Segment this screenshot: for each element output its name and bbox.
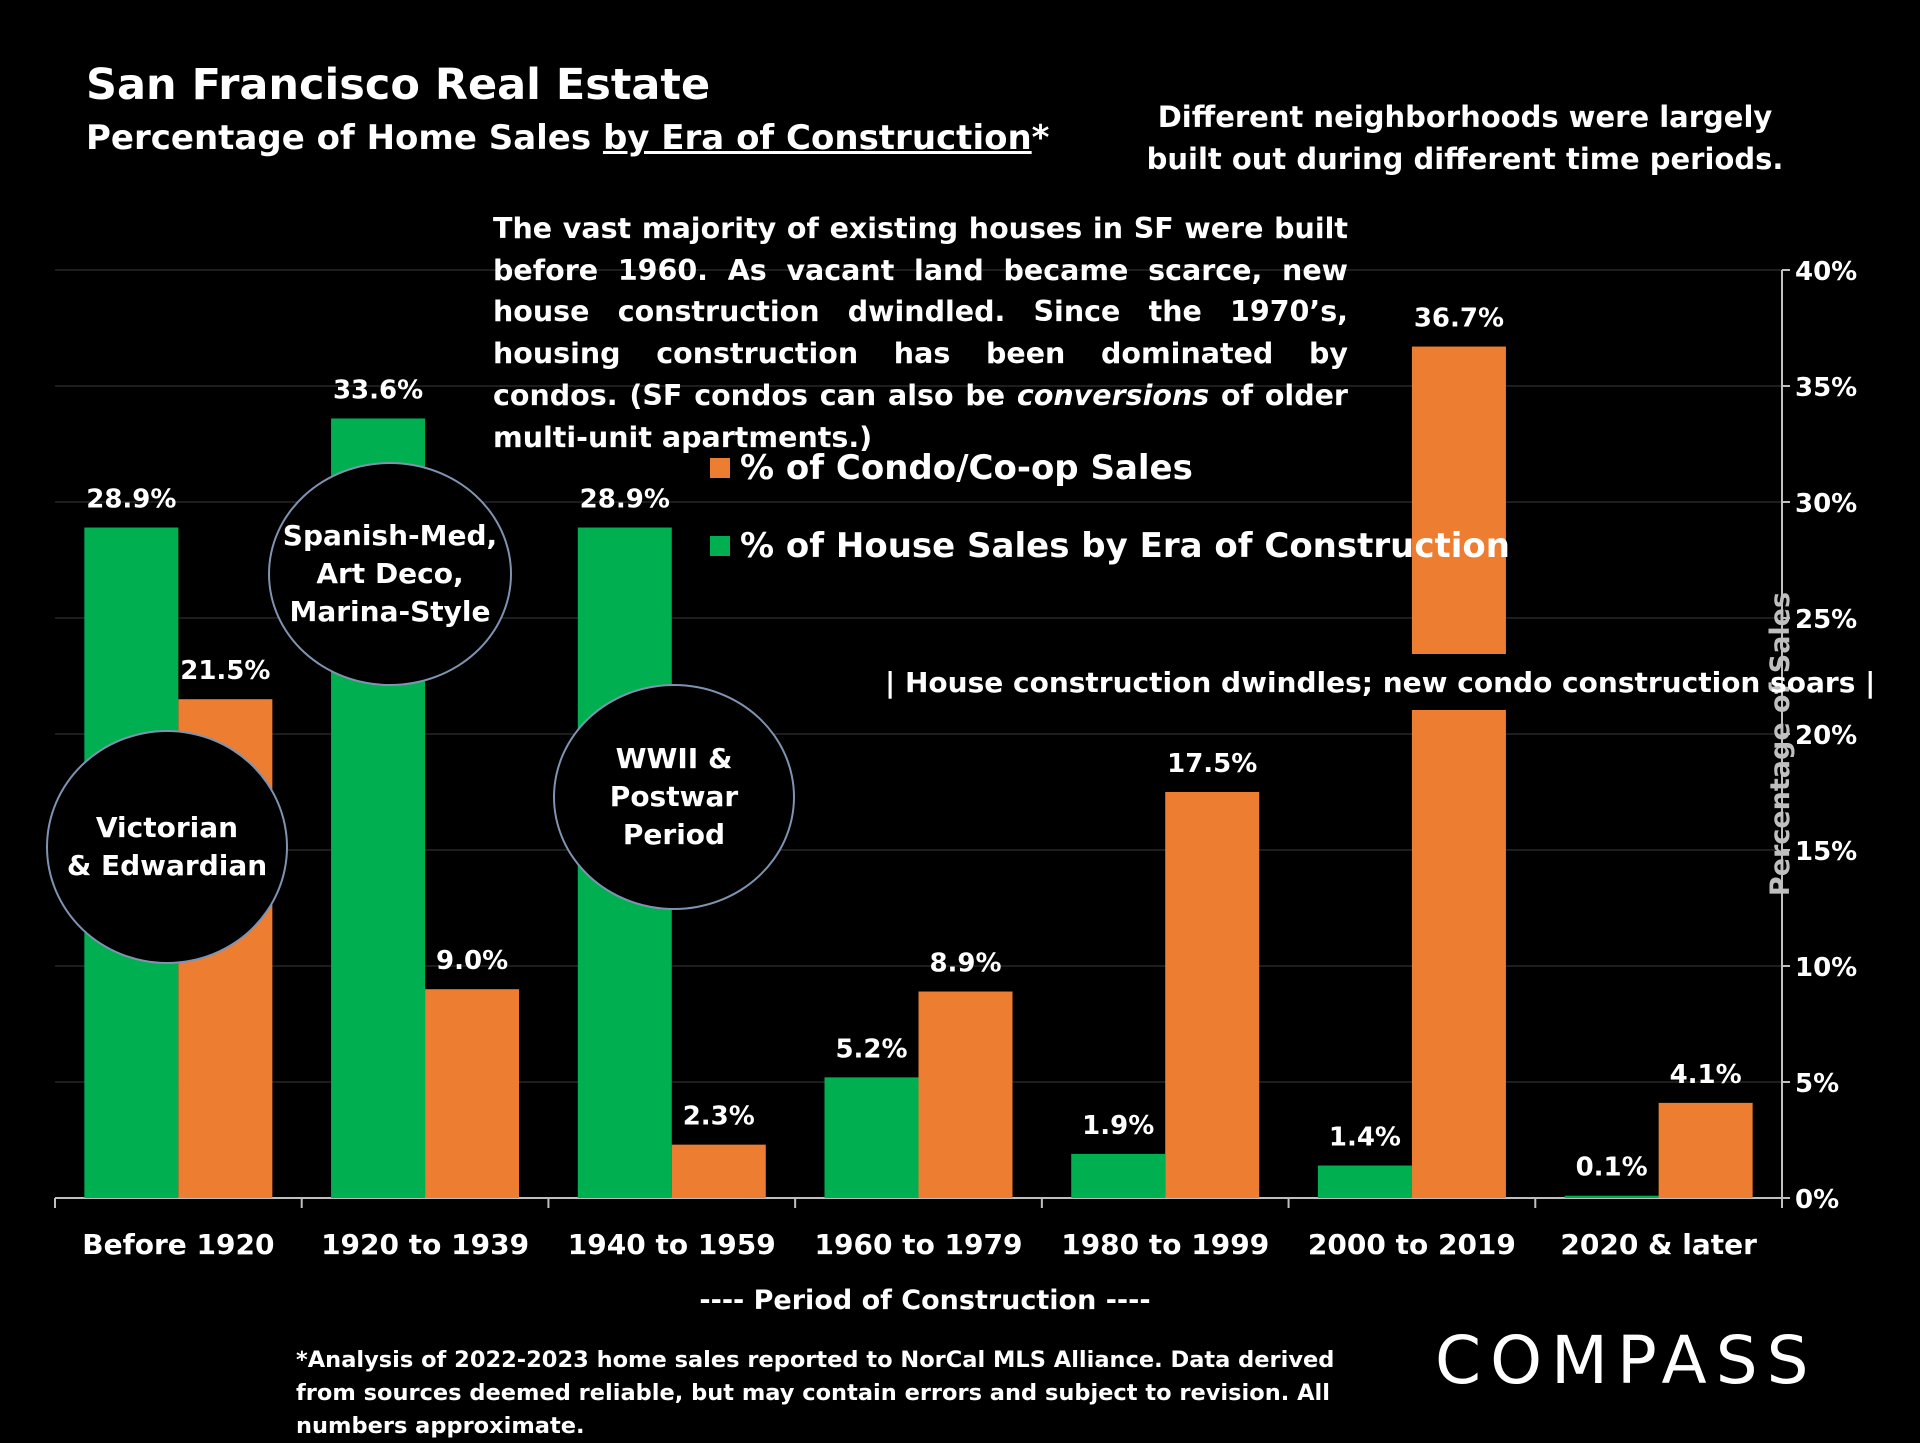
bar-condo	[918, 991, 1013, 1198]
x-category-label: 1920 to 1939	[321, 1228, 529, 1261]
y-tick-label: 15%	[1795, 837, 1857, 867]
data-label-condo: 36.7%	[1414, 304, 1504, 334]
bar-condo	[1411, 346, 1506, 1198]
subtitle-suffix: *	[1031, 118, 1050, 158]
bubble-spanish-line1: Spanish-Med,	[282, 519, 498, 552]
legend-swatch-house	[710, 536, 730, 556]
legend-label-house: % of House Sales by Era of Construction	[740, 526, 1510, 566]
y-tick-label: 10%	[1795, 953, 1857, 983]
bubble-victorian-line1: Victorian	[95, 811, 239, 844]
x-category-label: 2000 to 2019	[1308, 1228, 1516, 1261]
description-italic: conversions	[1016, 378, 1210, 412]
bubble-spanish-line3: Marina-Style	[289, 595, 491, 628]
data-label-condo: 9.0%	[436, 946, 508, 976]
data-label-house: 28.9%	[86, 485, 176, 515]
bar-condo	[1165, 792, 1260, 1198]
description-part1: The vast majority of existing houses in …	[493, 212, 1348, 412]
footnote: *Analysis of 2022-2023 home sales report…	[296, 1347, 1335, 1439]
bubble-wwii: WWII & Postwar Period	[553, 684, 795, 910]
bar-condo	[671, 1144, 766, 1198]
data-label-condo: 17.5%	[1167, 749, 1257, 779]
bar-condo	[1658, 1102, 1753, 1198]
y-tick-label: 25%	[1795, 605, 1857, 635]
bubble-wwii-line2: Postwar Period	[609, 780, 739, 851]
y-tick-label: 35%	[1795, 373, 1857, 403]
bar-house	[824, 1077, 919, 1198]
y-tick-label: 0%	[1795, 1185, 1839, 1215]
data-label-condo: 8.9%	[929, 949, 1001, 979]
y-tick-label: 30%	[1795, 489, 1857, 519]
legend-item-house: % of House Sales by Era of Construction	[710, 526, 1510, 566]
subtitle-prefix: Percentage of Home Sales	[86, 118, 603, 158]
annotation-band	[1335, 654, 1775, 710]
legend-item-condo: % of Condo/Co-op Sales	[710, 448, 1193, 488]
legend-swatch-condo	[710, 458, 730, 478]
data-label-house: 33.6%	[333, 375, 423, 405]
y-tick-label: 5%	[1795, 1069, 1839, 1099]
data-label-condo: 2.3%	[683, 1102, 755, 1132]
bar-house	[1071, 1153, 1166, 1198]
compass-logo: COMPASS	[1435, 1322, 1818, 1399]
bar-house	[1317, 1165, 1412, 1198]
data-label-house: 1.4%	[1329, 1123, 1401, 1153]
y-tick-label: 20%	[1795, 721, 1857, 751]
legend-label-condo: % of Condo/Co-op Sales	[740, 448, 1193, 488]
data-label-house: 5.2%	[835, 1034, 907, 1064]
description-text: The vast majority of existing houses in …	[493, 208, 1348, 458]
x-category-label: 2020 & later	[1560, 1228, 1757, 1261]
y-axis-title: Percentage of Sales	[1765, 592, 1796, 896]
x-category-label: 1960 to 1979	[815, 1228, 1023, 1261]
bar-condo	[425, 989, 520, 1198]
x-category-label: 1980 to 1999	[1061, 1228, 1269, 1261]
subtitle-underlined: by Era of Construction	[602, 118, 1032, 158]
bubble-wwii-line1: WWII &	[615, 742, 733, 775]
chart-subtitle: Percentage of Home Sales by Era of Const…	[86, 118, 1049, 158]
data-label-condo: 21.5%	[180, 656, 270, 686]
bubble-spanish-line2: Art Deco,	[316, 557, 464, 590]
bar-house	[1564, 1195, 1659, 1198]
data-label-condo: 4.1%	[1670, 1060, 1742, 1090]
y-tick-label: 40%	[1795, 257, 1857, 287]
x-category-label: 1940 to 1959	[568, 1228, 776, 1261]
bubble-victorian: Victorian & Edwardian	[46, 730, 288, 964]
data-label-house: 0.1%	[1576, 1153, 1648, 1183]
data-label-house: 1.9%	[1082, 1111, 1154, 1141]
x-axis-title: ---- Period of Construction ----	[699, 1285, 1150, 1316]
x-category-label: Before 1920	[82, 1228, 274, 1261]
chart-title: San Francisco Real Estate	[86, 60, 711, 110]
bubble-spanish: Spanish-Med, Art Deco, Marina-Style	[268, 462, 512, 686]
description-part2: of older multi-unit apartments.)	[493, 378, 1348, 454]
bubble-victorian-line2: & Edwardian	[66, 849, 268, 882]
side-note: Different neighborhoods were largely bui…	[1146, 100, 1784, 176]
data-label-house: 28.9%	[580, 485, 670, 515]
annotation-text: | House construction dwindles; new condo…	[885, 666, 1876, 699]
